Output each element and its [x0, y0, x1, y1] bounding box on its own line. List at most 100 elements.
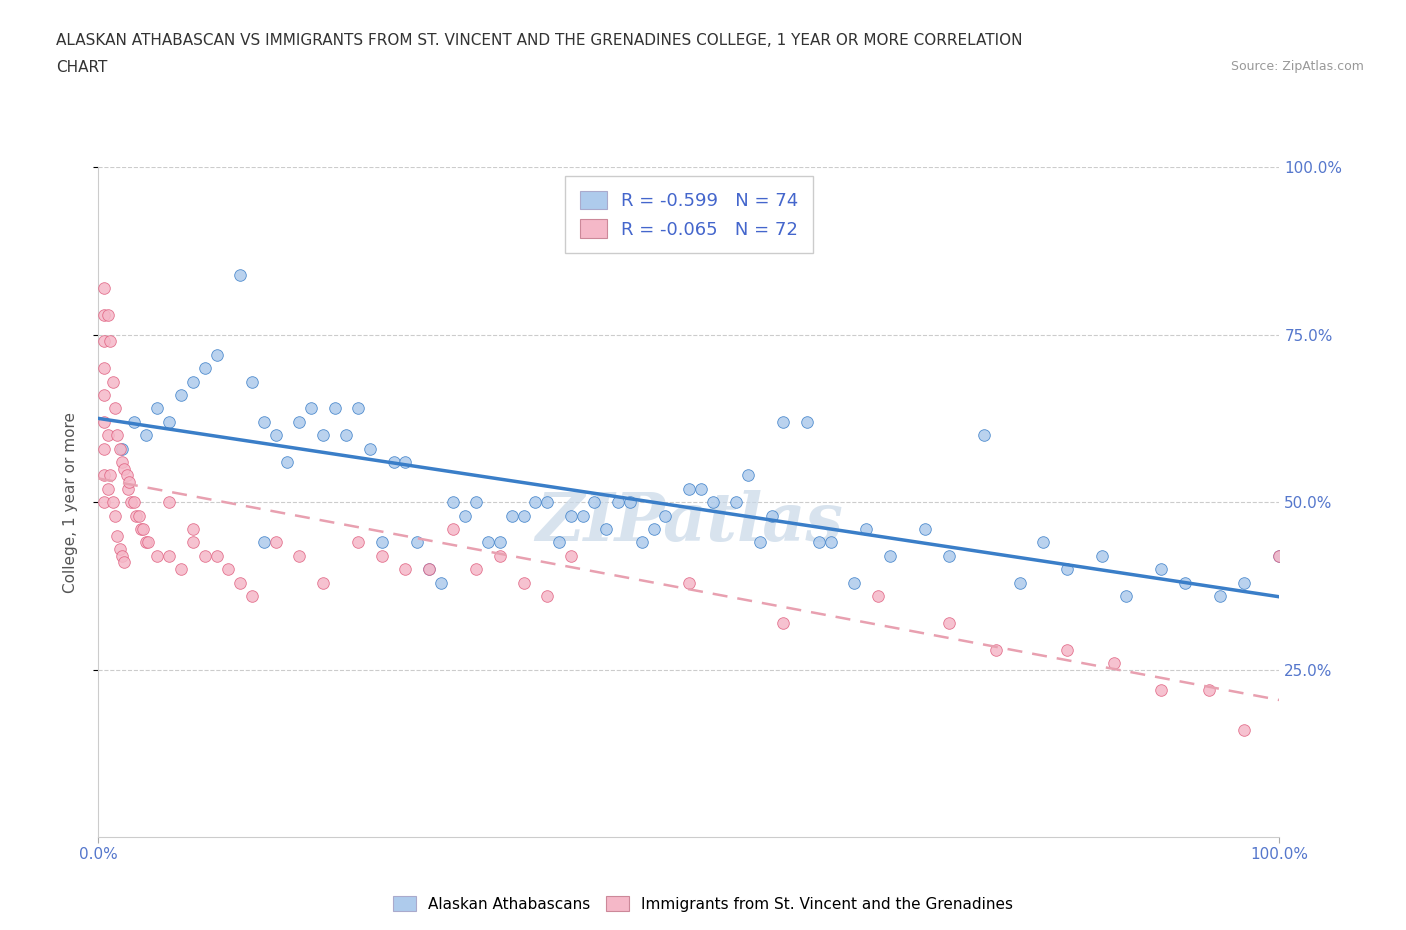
- Point: [489, 549, 512, 564]
- Point: [630, 535, 652, 550]
- Point: [524, 495, 547, 510]
- Point: [914, 522, 936, 537]
- Point: [973, 428, 995, 443]
- Point: [1102, 656, 1125, 671]
- Point: [194, 361, 217, 376]
- Text: Source: ZipAtlas.com: Source: ZipAtlas.com: [1230, 60, 1364, 73]
- Point: [122, 495, 145, 510]
- Point: [430, 575, 453, 590]
- Point: [157, 549, 180, 564]
- Point: [984, 642, 1007, 657]
- Point: [347, 535, 370, 550]
- Point: [229, 575, 252, 590]
- Point: [111, 455, 134, 470]
- Legend: R = -0.599   N = 74, R = -0.065   N = 72: R = -0.599 N = 74, R = -0.065 N = 72: [565, 177, 813, 253]
- Point: [1008, 575, 1031, 590]
- Point: [643, 522, 665, 537]
- Point: [477, 535, 499, 550]
- Point: [93, 388, 115, 403]
- Point: [1233, 575, 1256, 590]
- Point: [501, 508, 523, 523]
- Point: [93, 334, 115, 349]
- Point: [323, 401, 346, 416]
- Point: [205, 348, 228, 363]
- Point: [359, 441, 381, 456]
- Point: [157, 495, 180, 510]
- Point: [382, 455, 405, 470]
- Point: [1209, 589, 1232, 604]
- Point: [1056, 642, 1078, 657]
- Point: [125, 508, 148, 523]
- Point: [117, 482, 139, 497]
- Point: [132, 522, 155, 537]
- Point: [1150, 683, 1173, 698]
- Point: [181, 374, 204, 389]
- Point: [299, 401, 322, 416]
- Point: [678, 482, 700, 497]
- Point: [181, 522, 204, 537]
- Point: [761, 508, 783, 523]
- Point: [748, 535, 770, 550]
- Point: [146, 401, 169, 416]
- Point: [101, 374, 124, 389]
- Point: [240, 589, 263, 604]
- Point: [418, 562, 440, 577]
- Point: [489, 535, 512, 550]
- Point: [654, 508, 676, 523]
- Point: [371, 549, 394, 564]
- Point: [115, 468, 138, 483]
- Point: [607, 495, 630, 510]
- Point: [108, 541, 131, 556]
- Point: [288, 415, 311, 430]
- Point: [105, 428, 128, 443]
- Point: [1115, 589, 1137, 604]
- Point: [93, 307, 115, 322]
- Point: [104, 401, 127, 416]
- Point: [1091, 549, 1114, 564]
- Point: [465, 562, 488, 577]
- Point: [855, 522, 877, 537]
- Point: [93, 495, 115, 510]
- Point: [1268, 549, 1291, 564]
- Point: [394, 455, 416, 470]
- Point: [595, 522, 617, 537]
- Point: [121, 495, 143, 510]
- Point: [772, 415, 794, 430]
- Point: [441, 495, 464, 510]
- Point: [548, 535, 571, 550]
- Point: [536, 589, 558, 604]
- Point: [312, 428, 335, 443]
- Point: [122, 415, 145, 430]
- Point: [394, 562, 416, 577]
- Point: [128, 508, 150, 523]
- Point: [97, 428, 120, 443]
- Point: [820, 535, 842, 550]
- Point: [135, 535, 157, 550]
- Point: [879, 549, 901, 564]
- Point: [796, 415, 818, 430]
- Point: [371, 535, 394, 550]
- Point: [157, 415, 180, 430]
- Point: [181, 535, 204, 550]
- Text: ZIPatlas: ZIPatlas: [536, 490, 842, 555]
- Point: [335, 428, 357, 443]
- Point: [583, 495, 606, 510]
- Point: [104, 508, 127, 523]
- Point: [347, 401, 370, 416]
- Point: [217, 562, 239, 577]
- Point: [205, 549, 228, 564]
- Point: [288, 549, 311, 564]
- Point: [312, 575, 335, 590]
- Point: [253, 535, 276, 550]
- Point: [1056, 562, 1078, 577]
- Point: [560, 508, 582, 523]
- Y-axis label: College, 1 year or more: College, 1 year or more: [63, 412, 77, 592]
- Point: [240, 374, 263, 389]
- Point: [170, 562, 193, 577]
- Point: [938, 549, 960, 564]
- Point: [129, 522, 152, 537]
- Point: [807, 535, 830, 550]
- Point: [619, 495, 641, 510]
- Point: [512, 575, 534, 590]
- Point: [406, 535, 429, 550]
